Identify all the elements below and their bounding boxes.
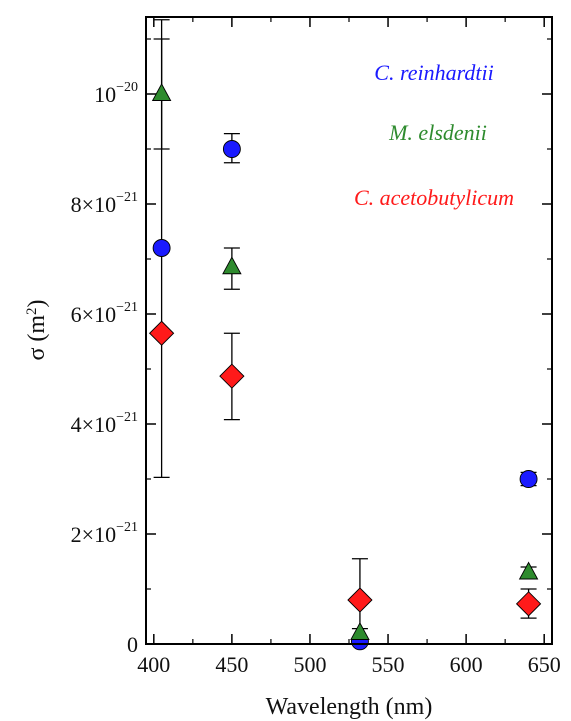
- x-tick-label: 400: [137, 652, 170, 677]
- x-axis-title: Wavelength (nm): [266, 694, 433, 720]
- diamond-marker: [515, 591, 542, 617]
- triangle-marker: [151, 83, 172, 101]
- error-bars: [153, 19, 537, 645]
- triangle-marker: [222, 256, 242, 275]
- triangle-marker: [350, 622, 370, 640]
- y-axis-ticks: 0 2×10−21 4×10−21 6×10−21 8×10−21 10−20: [71, 38, 552, 657]
- x-tick-label: 600: [450, 652, 483, 677]
- x-tick-label: 500: [293, 652, 326, 677]
- legend-entry: C. acetobutylicum: [354, 185, 514, 210]
- triangle-marker: [518, 561, 539, 580]
- y-tick-label: 0: [127, 632, 138, 657]
- y-axis-title-sup: 2: [24, 307, 40, 315]
- legend: C. reinhardtii M. elsdenii C. acetobutylic…: [354, 60, 514, 210]
- y-axis-title: σ (m2): [24, 299, 50, 360]
- x-tick-label: 550: [372, 652, 405, 677]
- circle-marker: [222, 140, 241, 158]
- x-axis-ticks: 400 450 500 550 600 650: [137, 17, 561, 677]
- data-markers: [148, 83, 542, 651]
- circle-marker: [519, 470, 538, 488]
- y-tick-label: 6×10−21: [71, 300, 138, 327]
- x-tick-label: 450: [215, 652, 248, 677]
- y-tick-label: 8×10−21: [71, 190, 138, 217]
- diamond-marker: [219, 363, 245, 389]
- x-tick-label: 650: [528, 652, 561, 677]
- diamond-marker: [347, 587, 373, 613]
- y-axis-title-base: σ (m: [24, 315, 50, 361]
- legend-entry: C. reinhardtii: [374, 60, 493, 85]
- plot-frame: [145, 16, 553, 645]
- y-tick-label: 4×10−21: [71, 410, 138, 437]
- circle-marker: [152, 239, 171, 257]
- y-tick-label: 10−20: [94, 80, 138, 107]
- legend-entry: M. elsdenii: [388, 120, 487, 145]
- diamond-marker: [148, 320, 175, 346]
- y-axis-title-close: ): [24, 299, 50, 307]
- y-tick-label: 2×10−21: [71, 520, 138, 547]
